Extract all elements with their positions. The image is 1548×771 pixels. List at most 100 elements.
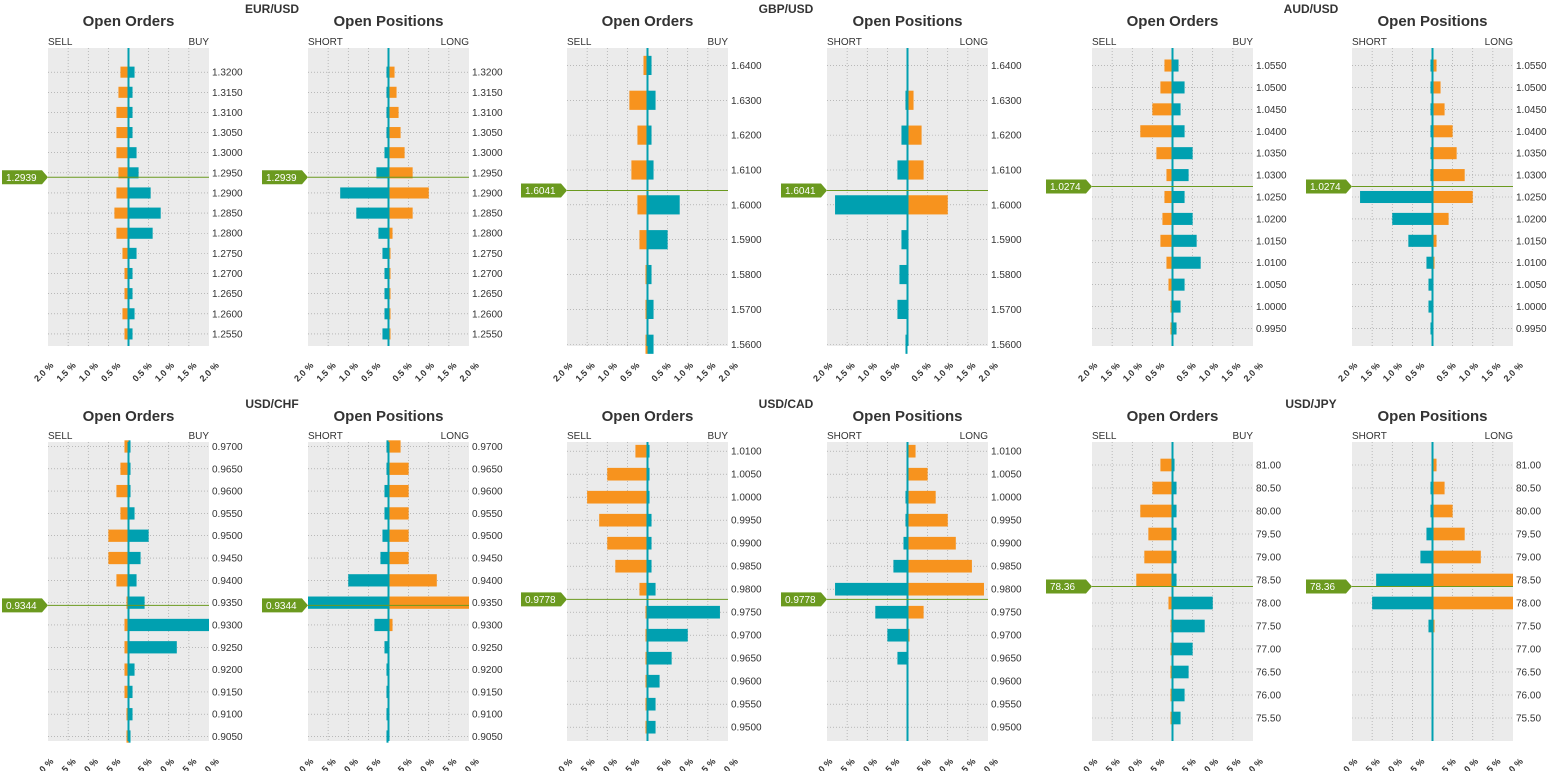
buy-bar — [647, 334, 654, 354]
y-tick-label: 0.9200 — [472, 665, 503, 676]
open-orders-panel: Open Orders SELL BUY 1.3200 1.3150 1.3100 1.30… — [2, 13, 243, 384]
sell-bar — [108, 529, 129, 542]
y-tick-label: 1.3100 — [472, 108, 503, 119]
current-price-label: 1.2939 — [6, 173, 37, 184]
short-bar — [1376, 573, 1433, 587]
y-tick-label: 1.0350 — [1516, 149, 1547, 160]
buy-bar — [647, 513, 652, 527]
long-bar — [907, 605, 924, 619]
y-tick-label: 1.6400 — [991, 61, 1022, 72]
sell-bar — [645, 674, 648, 688]
buy-bar — [1172, 458, 1175, 472]
y-tick-label: 1.2800 — [212, 229, 243, 240]
y-tick-label: 78.00 — [1516, 599, 1541, 610]
buy-bar — [1172, 278, 1185, 291]
buy-bar — [128, 641, 177, 654]
y-tick-label: 1.6000 — [991, 200, 1022, 211]
sell-bar — [124, 267, 129, 280]
sell-bar — [122, 247, 129, 259]
x-tick-label: 2.0 % — [198, 360, 221, 383]
short-bar — [905, 513, 908, 527]
x-tick-label: 0.5 % — [1143, 756, 1166, 771]
x-tick-label: 1.5 % — [314, 756, 337, 771]
y-tick-label: 0.9700 — [212, 442, 243, 453]
sell-bar — [114, 207, 129, 219]
sell-bar — [126, 730, 129, 743]
y-tick-label: 1.5900 — [731, 235, 762, 246]
y-tick-label: 0.9950 — [731, 516, 762, 527]
x-tick-label: 0.5 % — [878, 756, 901, 771]
buy-bar — [128, 86, 133, 98]
short-bar — [386, 730, 389, 743]
x-tick-label: 1.0 % — [1457, 360, 1480, 383]
buy-bar — [1172, 300, 1181, 313]
current-price-label: 1.6041 — [785, 186, 816, 197]
buy-bar — [128, 308, 135, 320]
short-bar — [1360, 190, 1433, 204]
x-tick-label: 2.0 % — [32, 756, 55, 771]
sell-bar — [1166, 256, 1173, 269]
open-positions-panel: Open Positions SHORT LONG 1.3200 1.3150 1.310… — [262, 13, 503, 384]
buy-bar — [128, 247, 137, 259]
sell-label: SELL — [48, 431, 73, 442]
sell-bar — [124, 641, 129, 654]
x-tick-label: 1.5 % — [694, 360, 717, 383]
sell-bar — [124, 328, 129, 340]
pair-label: USD/JPY — [1285, 397, 1336, 411]
long-bar — [1432, 81, 1441, 94]
short-bar — [384, 641, 389, 654]
open-orders-panel: Open Orders SELL BUY 1.0550 1.0500 1.0450 1.04… — [1046, 13, 1287, 384]
buy-bar — [128, 507, 135, 520]
sell-bar — [637, 125, 648, 145]
x-tick-label: 1.0 % — [1381, 360, 1404, 383]
buy-bar — [647, 467, 650, 481]
x-tick-label: 0.5 % — [391, 360, 414, 383]
long-bar — [388, 529, 409, 542]
x-tick-label: 1.5 % — [1479, 756, 1502, 771]
x-tick-label: 1.0 % — [337, 360, 360, 383]
buy-label: BUY — [1232, 431, 1253, 442]
y-tick-label: 1.2750 — [212, 249, 243, 260]
y-tick-label: 0.9350 — [472, 598, 503, 609]
y-tick-label: 0.9700 — [991, 631, 1022, 642]
y-tick-label: 78.50 — [1516, 576, 1541, 587]
buy-bar — [1172, 573, 1177, 587]
x-tick-label: 2.0 % — [458, 360, 481, 383]
sell-bar — [124, 440, 129, 453]
long-bar — [388, 596, 469, 609]
sell-bar — [639, 230, 648, 250]
y-tick-label: 81.00 — [1256, 461, 1281, 472]
sell-bar — [1160, 81, 1173, 94]
short-bar — [897, 160, 908, 180]
buy-bar — [128, 730, 131, 743]
x-tick-label: 1.0 % — [856, 360, 879, 383]
y-tick-label: 1.2850 — [212, 209, 243, 220]
x-tick-label: 1.0 % — [596, 756, 619, 771]
buy-bar — [1172, 619, 1205, 633]
panel-title: Open Positions — [852, 13, 962, 30]
y-tick-label: 0.9600 — [991, 677, 1022, 688]
y-tick-label: 1.0150 — [1516, 236, 1547, 247]
short-bar — [382, 328, 389, 340]
y-tick-label: 1.5900 — [991, 235, 1022, 246]
y-tick-label: 1.5700 — [731, 305, 762, 316]
short-bar — [382, 247, 389, 259]
buy-bar — [1172, 504, 1177, 518]
buy-bar — [647, 299, 654, 319]
short-bar — [905, 90, 908, 110]
sell-bar — [635, 444, 648, 458]
long-bar — [907, 467, 928, 481]
x-tick-label: 1.0 % — [413, 756, 436, 771]
short-label: SHORT — [1352, 431, 1387, 442]
buy-bar — [128, 708, 133, 721]
x-tick-label: 2.0 % — [1076, 360, 1099, 383]
long-bar — [388, 618, 393, 632]
y-tick-label: 0.9050 — [472, 732, 503, 743]
y-tick-label: 1.2600 — [472, 309, 503, 320]
buy-bar — [647, 160, 654, 180]
x-tick-label: 0.5 % — [910, 360, 933, 383]
y-tick-label: 1.0100 — [991, 447, 1022, 458]
x-tick-label: 2.0 % — [1242, 756, 1265, 771]
long-bar — [1432, 190, 1473, 204]
